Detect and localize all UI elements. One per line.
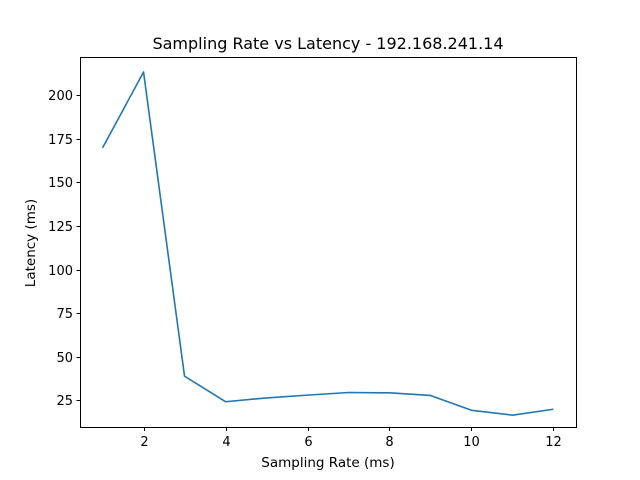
y-axis-title: Latency (ms) [23, 199, 39, 287]
y-tick-label: 25 [56, 394, 73, 409]
y-tick-label: 200 [48, 89, 73, 104]
y-tick-label: 150 [48, 176, 73, 191]
y-tick-label: 175 [48, 133, 73, 148]
plot-area [101, 71, 554, 416]
y-tick-label: 75 [56, 307, 73, 322]
x-tick-label: 12 [545, 435, 562, 450]
x-axis-title: Sampling Rate (ms) [261, 455, 394, 471]
chart-title: Sampling Rate vs Latency - 192.168.241.1… [152, 34, 503, 53]
x-tick-label: 4 [222, 435, 230, 450]
x-tick-label: 8 [385, 435, 393, 450]
y-tick-label: 100 [48, 264, 73, 279]
x-tick-label: 2 [140, 435, 148, 450]
axes-frame [80, 57, 577, 428]
x-tick-label: 10 [463, 435, 480, 450]
y-tick-label: 125 [48, 220, 73, 235]
x-tick-label: 6 [304, 435, 312, 450]
y-tick-label: 50 [56, 351, 73, 366]
series-line-0 [101, 71, 554, 416]
